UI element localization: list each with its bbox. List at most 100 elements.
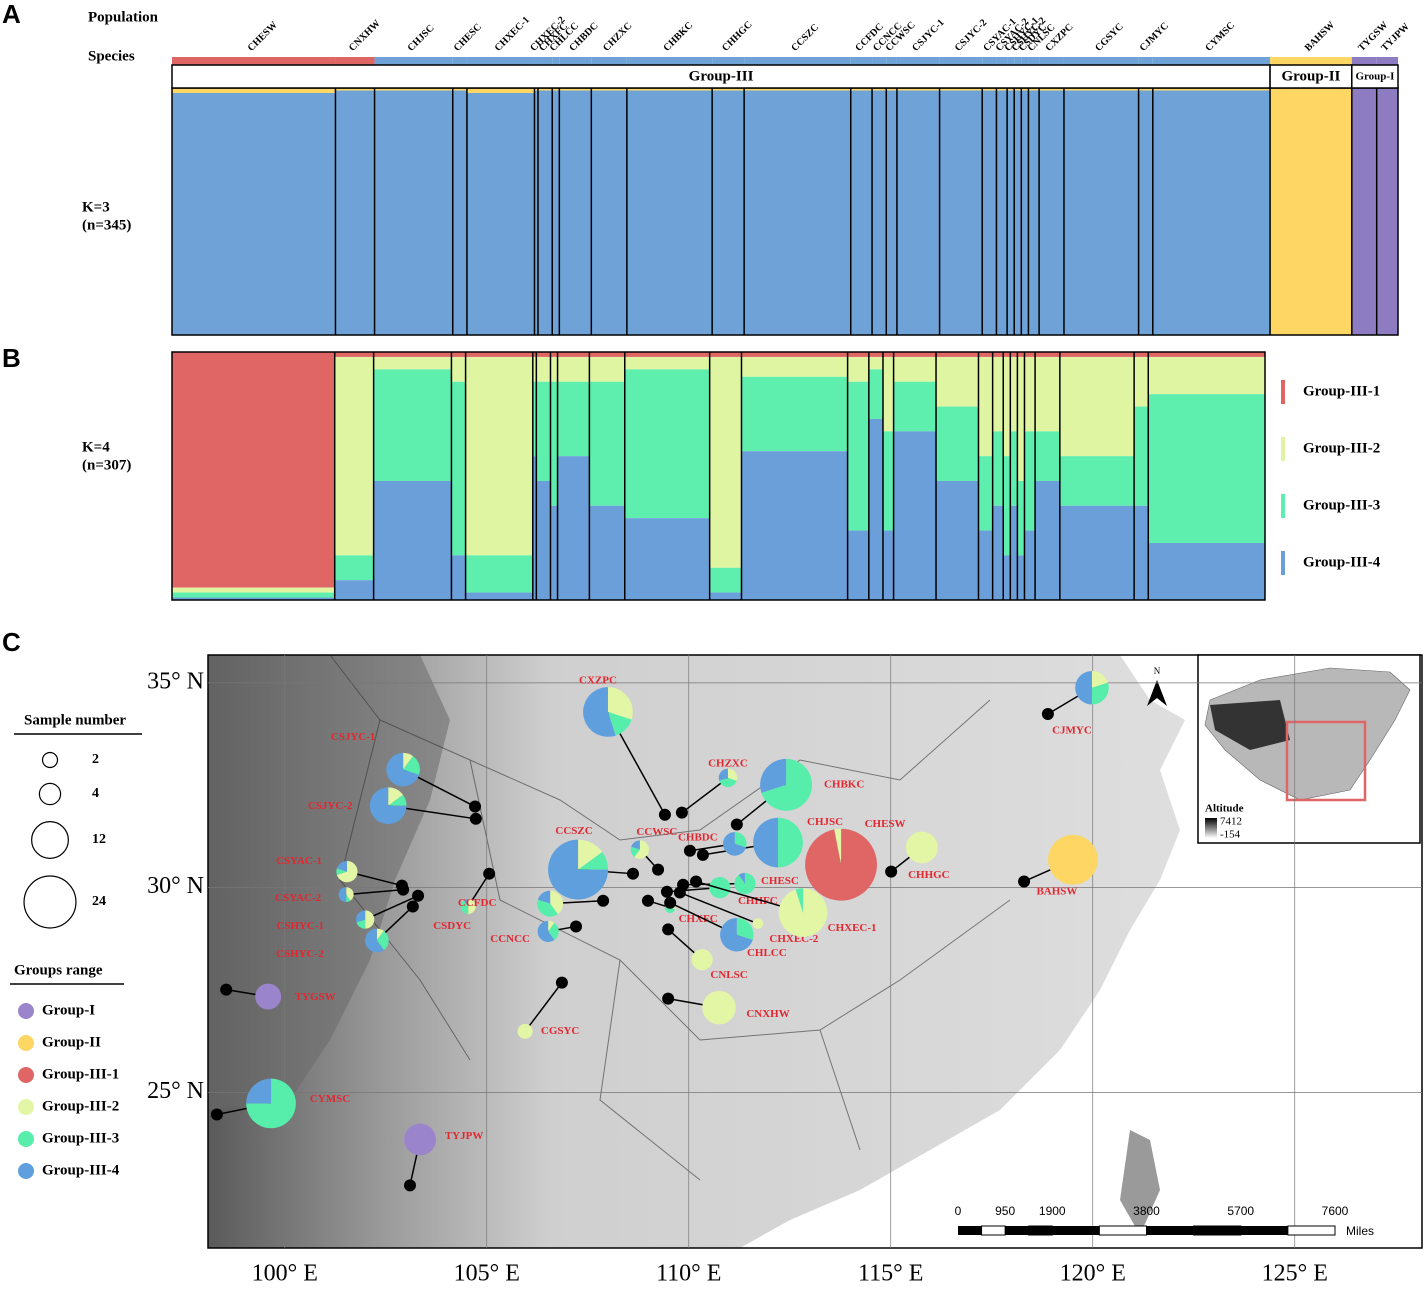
k4-bar bbox=[741, 352, 848, 357]
site-dot bbox=[403, 1179, 416, 1192]
k4-bar bbox=[1134, 352, 1149, 357]
k3-bar bbox=[335, 88, 375, 91]
pie-slice bbox=[346, 894, 351, 903]
species-strip bbox=[466, 57, 535, 65]
pie-slice bbox=[905, 831, 938, 864]
altitude-min: -154 bbox=[1220, 829, 1241, 841]
scale-segment bbox=[1098, 1225, 1147, 1236]
scale-segment bbox=[1005, 1226, 1029, 1235]
k4-bar bbox=[1017, 352, 1025, 357]
k4-bar bbox=[1148, 394, 1265, 543]
legend-label: Group-III-4 bbox=[1303, 554, 1381, 570]
k3-bar bbox=[850, 90, 873, 335]
species-strip bbox=[626, 57, 713, 65]
k4-bar bbox=[624, 356, 710, 370]
k4-bar bbox=[1059, 352, 1135, 357]
k3-bar bbox=[1014, 90, 1022, 335]
legend-swatch bbox=[1281, 551, 1285, 575]
province-borders bbox=[329, 655, 1011, 1181]
scale-unit: Miles bbox=[1346, 1224, 1374, 1238]
k3-bar bbox=[1138, 90, 1153, 335]
group-legend-swatch bbox=[18, 1003, 34, 1019]
k4-bar bbox=[709, 356, 742, 568]
pie-slice bbox=[468, 898, 476, 914]
k3-bar bbox=[1063, 88, 1139, 91]
pie-label: CSHYC-1 bbox=[276, 920, 324, 932]
species-strip bbox=[172, 57, 336, 65]
k4-bar bbox=[334, 356, 374, 556]
k3-bar bbox=[1021, 88, 1029, 91]
species-strip bbox=[452, 57, 467, 65]
leader-line bbox=[679, 891, 759, 925]
k3-bar bbox=[896, 90, 940, 335]
group-legend-title: Groups range bbox=[14, 962, 103, 978]
pie-slice bbox=[376, 928, 384, 941]
pie-label: CHZXC bbox=[708, 757, 748, 769]
pie-slice bbox=[709, 877, 731, 899]
k3-bar bbox=[172, 88, 336, 93]
k4-bar bbox=[978, 530, 993, 600]
x-tick-label: 125° E bbox=[1262, 1261, 1328, 1287]
species-strip bbox=[1270, 57, 1352, 65]
pie-slice bbox=[583, 687, 616, 737]
group-legend-swatch bbox=[18, 1067, 34, 1083]
k3-bar bbox=[1028, 88, 1040, 91]
scale-label: 950 bbox=[995, 1204, 1015, 1218]
k3-bar bbox=[452, 90, 467, 335]
row-label: (n=307) bbox=[82, 457, 131, 473]
k4-bar bbox=[1010, 431, 1018, 506]
x-tick-label: 105° E bbox=[454, 1261, 520, 1287]
species-strip bbox=[1021, 57, 1029, 65]
k4-bar bbox=[882, 431, 894, 531]
pie-label: CSYAC-2 bbox=[275, 892, 322, 904]
legend-label: Group-III-1 bbox=[1303, 383, 1380, 399]
pie-slice bbox=[537, 920, 555, 943]
k4-bar bbox=[465, 356, 533, 556]
k4-bar bbox=[1059, 456, 1135, 506]
k3-bar bbox=[559, 90, 592, 335]
site-dot bbox=[660, 885, 673, 898]
site-dot bbox=[730, 818, 743, 831]
species-strip bbox=[335, 57, 375, 65]
k3-bar bbox=[939, 88, 983, 91]
k4-bar bbox=[868, 369, 883, 419]
site-dot bbox=[673, 886, 686, 899]
site-dot bbox=[664, 896, 677, 909]
pie-label: CCFDC bbox=[458, 897, 497, 909]
pie-slice bbox=[537, 899, 558, 917]
k3-bar bbox=[538, 88, 553, 91]
k4-bar bbox=[465, 592, 533, 600]
k3-bar bbox=[982, 90, 997, 335]
k3-bar bbox=[591, 88, 627, 91]
group-legend-swatch bbox=[18, 1163, 34, 1179]
k4-bar bbox=[978, 356, 993, 457]
inset-plateau bbox=[1210, 700, 1290, 750]
population-label: BAHSW bbox=[1303, 20, 1337, 54]
y-tick-label: 30° N bbox=[147, 873, 204, 899]
k4-bar bbox=[172, 352, 335, 588]
k3-bar bbox=[1007, 88, 1015, 91]
k4-bar bbox=[550, 381, 558, 506]
k3-bar bbox=[886, 88, 897, 91]
k3-bar bbox=[896, 88, 940, 91]
k4-bar bbox=[1024, 530, 1036, 600]
site-dot bbox=[1018, 875, 1031, 888]
k4-bar bbox=[373, 480, 452, 600]
pie-slice bbox=[738, 872, 745, 884]
pie-slice bbox=[607, 687, 633, 720]
k4-bar bbox=[882, 352, 894, 357]
group-label: Group-II bbox=[1281, 68, 1340, 84]
row-label: Species bbox=[88, 48, 135, 64]
k4-bar bbox=[589, 356, 625, 382]
pie-slice bbox=[578, 839, 603, 870]
pie-slice bbox=[718, 768, 728, 781]
pie-slice bbox=[630, 846, 640, 857]
k3-bar bbox=[466, 88, 535, 93]
k4-bar bbox=[1024, 352, 1036, 357]
species-strip bbox=[850, 57, 873, 65]
pie-slice bbox=[805, 828, 878, 901]
pie-slice bbox=[255, 983, 282, 1010]
k4-bar bbox=[1035, 480, 1060, 600]
k4-bar bbox=[992, 431, 1004, 506]
size-legend-circle bbox=[41, 751, 59, 769]
